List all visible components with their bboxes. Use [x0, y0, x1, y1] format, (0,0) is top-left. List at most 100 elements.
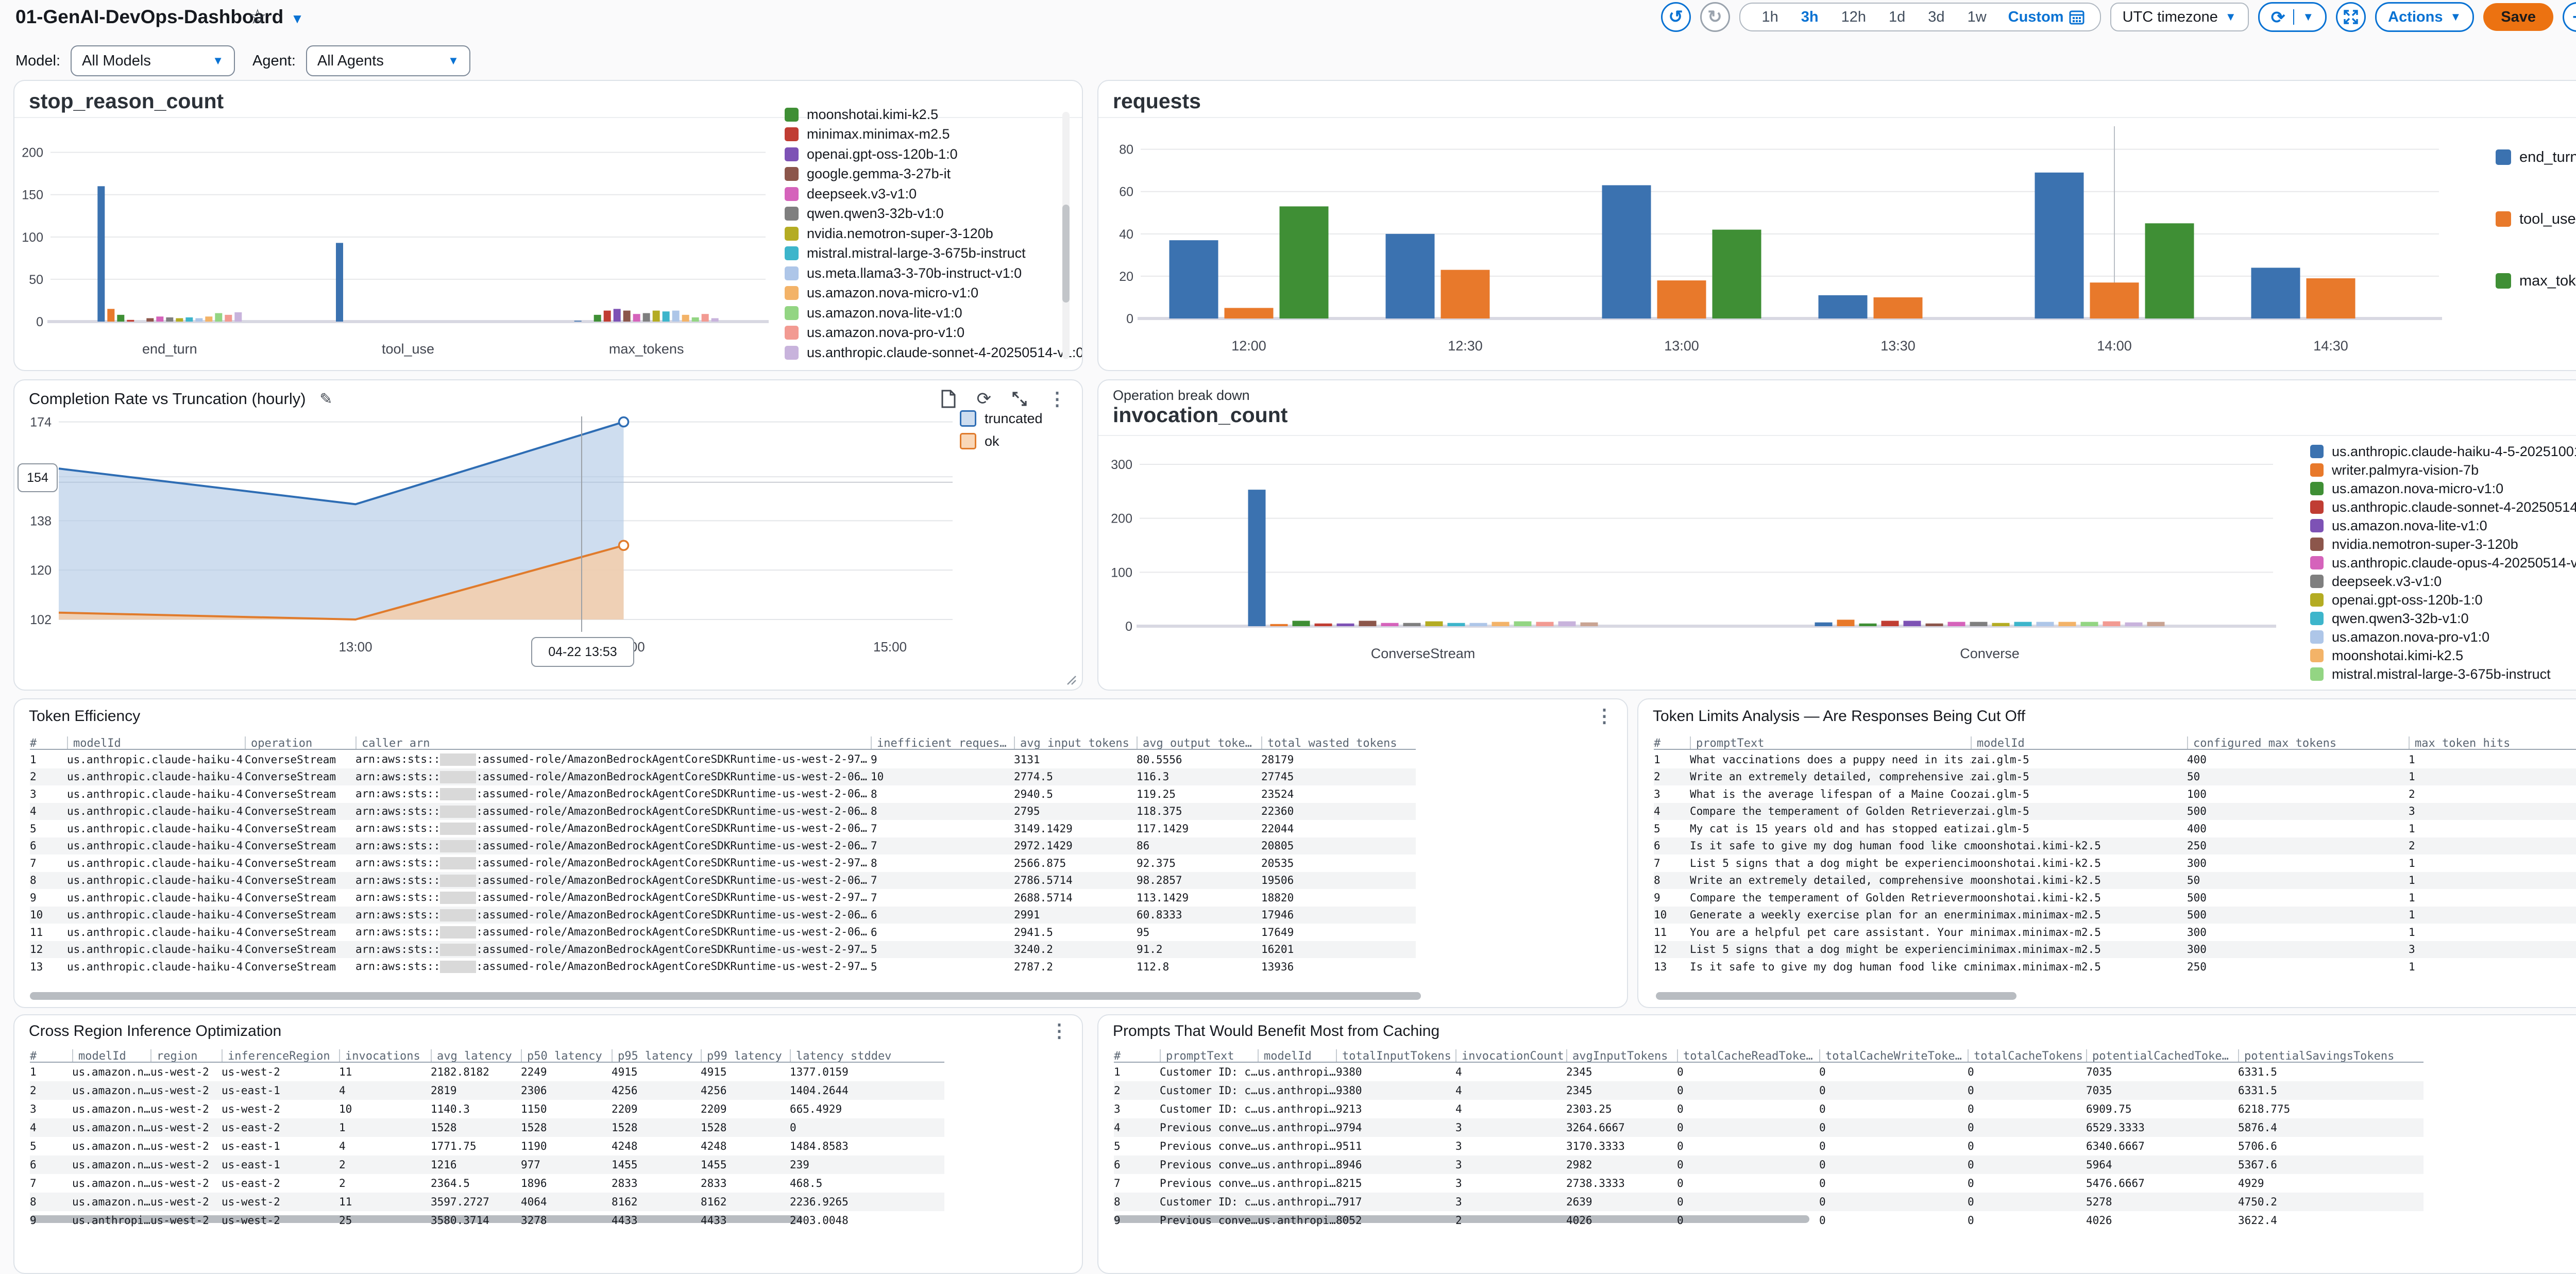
column-divider[interactable] [339, 1049, 340, 1063]
refresh-split-button[interactable]: ⟳ ▼ [2258, 2, 2327, 32]
column-header[interactable]: avg_output_toke… [1137, 736, 1261, 750]
legend-item[interactable]: max_tokens [2496, 250, 2576, 312]
legend-item[interactable]: us.anthropic.claude-sonnet-4-20250514-v1… [785, 343, 1082, 363]
column-divider[interactable] [67, 736, 68, 750]
model-filter-dropdown[interactable]: All Models ▼ [71, 45, 235, 76]
column-divider[interactable] [1819, 1049, 1820, 1063]
panel-menu-kebab-icon[interactable]: ⋮ [1048, 388, 1066, 409]
column-divider[interactable] [1455, 1049, 1456, 1063]
column-header[interactable]: avgInputTokens [1566, 1049, 1677, 1063]
column-header[interactable]: region [150, 1049, 222, 1063]
column-divider[interactable] [1971, 736, 1972, 750]
expand-icon[interactable] [1012, 391, 1027, 407]
column-header[interactable]: operation [245, 736, 355, 750]
column-header[interactable]: max_token_hits [2409, 736, 2576, 750]
column-divider[interactable] [72, 1049, 73, 1063]
column-divider[interactable] [1137, 736, 1138, 750]
column-divider[interactable] [521, 1049, 522, 1063]
time-range-3h[interactable]: 3h [1801, 8, 1819, 25]
column-header[interactable]: total_wasted_tokens [1261, 736, 1416, 750]
column-header[interactable]: # [30, 737, 67, 750]
column-divider[interactable] [701, 1049, 702, 1063]
column-header[interactable]: # [1654, 737, 1690, 750]
column-divider[interactable] [2409, 736, 2410, 750]
legend-item[interactable]: us.amazon.nova-lite-v1:0 [2310, 516, 2576, 535]
fullscreen-button[interactable] [2336, 2, 2366, 32]
undo-button[interactable]: ↺ [1660, 2, 1691, 32]
column-divider[interactable] [1258, 1049, 1259, 1063]
legend-item[interactable]: moonshotai.kimi-k2.5 [785, 105, 1053, 125]
timezone-dropdown[interactable]: UTC timezone ▼ [2110, 3, 2249, 31]
legend-item[interactable]: us.amazon.nova-lite-v1:0 [785, 303, 1053, 323]
panel-menu-kebab-icon[interactable]: ⋮ [2573, 707, 2576, 725]
column-header[interactable]: totalInputTokens [1336, 1049, 1455, 1063]
legend-item[interactable]: us.amazon.nova-micro-v1:0 [2310, 479, 2576, 498]
panel-menu-kebab-icon[interactable]: ⋮ [1050, 1020, 1069, 1041]
column-divider[interactable] [150, 1049, 151, 1063]
legend-item[interactable]: qwen.qwen3-32b-v1:0 [785, 204, 1053, 224]
legend-item[interactable]: openai.gpt-oss-120b-1:0 [785, 144, 1053, 164]
legend-item[interactable]: openai.gpt-oss-120b-1:0 [2310, 591, 2576, 609]
column-divider[interactable] [431, 1049, 432, 1063]
column-header[interactable]: modelId [1971, 736, 2187, 750]
panel-menu-kebab-icon[interactable]: ⋮ [2572, 1021, 2576, 1040]
legend-item[interactable]: us.amazon.nova-micro-v1:0 [785, 283, 1053, 304]
column-divider[interactable] [2238, 1049, 2239, 1063]
column-header[interactable]: p50_latency [521, 1049, 612, 1063]
panel-menu-kebab-icon[interactable]: ⋮ [1595, 705, 1614, 726]
legend-item[interactable]: us.anthropic.claude-opus-4-20250514-v1:0 [2310, 554, 2576, 572]
column-header[interactable]: invocations [339, 1049, 431, 1063]
legend-item[interactable]: us.anthropic.claude-haiku-4-5-20251001-v… [2310, 442, 2576, 461]
panel-menu-kebab-icon[interactable]: ⋮ [2572, 387, 2576, 405]
horizontal-scrollbar[interactable] [30, 992, 1421, 1000]
column-header[interactable]: p99_latency [701, 1049, 790, 1063]
column-divider[interactable] [1014, 736, 1015, 750]
legend-item[interactable]: writer.palmyra-vision-7b [2310, 461, 2576, 479]
agent-filter-dropdown[interactable]: All Agents ▼ [306, 45, 470, 76]
column-header[interactable]: caller_arn [355, 736, 871, 750]
legend-item[interactable]: mistral.mistral-large-3-675b-instruct [2310, 665, 2576, 683]
requests-bar-chart[interactable]: 0 20 40 60 80 12:00 12:30 13:00 13:30 14:00 14:30 [1105, 115, 2454, 370]
column-header[interactable]: promptText [1160, 1049, 1258, 1063]
column-header[interactable]: potentialCachedToke… [2086, 1049, 2238, 1063]
column-divider[interactable] [1968, 1049, 1969, 1063]
legend-item[interactable]: nvidia.nemotron-super-3-120b [785, 224, 1053, 244]
column-header[interactable]: avg_latency [431, 1049, 521, 1063]
redo-button[interactable]: ↻ [1700, 2, 1730, 32]
column-header[interactable]: configured_max_tokens [2187, 736, 2409, 750]
resize-handle[interactable] [1064, 673, 1077, 685]
column-header[interactable]: invocationCount [1455, 1049, 1566, 1063]
legend-item[interactable]: qwen.qwen3-32b-v1:0 [2310, 609, 2576, 628]
legend-item[interactable]: us.amazon.nova-pro-v1:0 [2310, 628, 2576, 646]
time-range-1w[interactable]: 1w [1967, 8, 1987, 25]
column-header[interactable]: modelId [67, 736, 245, 750]
column-header[interactable]: modelId [1258, 1049, 1336, 1063]
legend-scrollbar[interactable] [1062, 112, 1070, 359]
favorite-star-icon[interactable]: ☆ [248, 6, 267, 28]
column-header[interactable]: totalCacheReadToke… [1677, 1049, 1819, 1063]
column-header[interactable]: totalCacheWriteToke… [1819, 1049, 1968, 1063]
column-header[interactable]: latency_stddev [790, 1049, 944, 1063]
actions-button[interactable]: Actions ▼ [2375, 2, 2475, 32]
column-divider[interactable] [1677, 1049, 1678, 1063]
column-divider[interactable] [612, 1049, 613, 1063]
legend-item[interactable]: mistral.mistral-large-3-675b-instruct [785, 244, 1053, 264]
legend-item[interactable]: deepseek.v3-v1:0 [2310, 572, 2576, 591]
column-header[interactable]: inferenceRegion [222, 1049, 339, 1063]
legend-item[interactable]: end_turn [2496, 126, 2576, 188]
dashboard-title[interactable]: 01-GenAI-DevOps-Dashboard ▼ [15, 6, 304, 28]
legend-item[interactable]: truncated [960, 407, 1043, 430]
legend-item[interactable]: ok [960, 430, 1043, 452]
column-divider[interactable] [790, 1049, 791, 1063]
document-icon[interactable] [941, 390, 956, 408]
legend-item[interactable]: deepseek.v3-v1:0 [785, 184, 1053, 204]
title-dropdown-caret-icon[interactable]: ▼ [291, 11, 304, 26]
legend-item[interactable]: minimax.minimax-m2.5 [785, 125, 1053, 145]
invocation-bar-chart[interactable]: 0 100 200 300 ConverseStream Converse [1104, 438, 2283, 675]
time-range-custom[interactable]: Custom [1998, 9, 2090, 26]
legend-item[interactable]: google.gemma-3-27b-it [785, 164, 1053, 185]
column-divider[interactable] [1160, 1049, 1161, 1063]
refresh-icon[interactable]: ⟳ [976, 389, 992, 409]
column-divider[interactable] [871, 736, 872, 750]
